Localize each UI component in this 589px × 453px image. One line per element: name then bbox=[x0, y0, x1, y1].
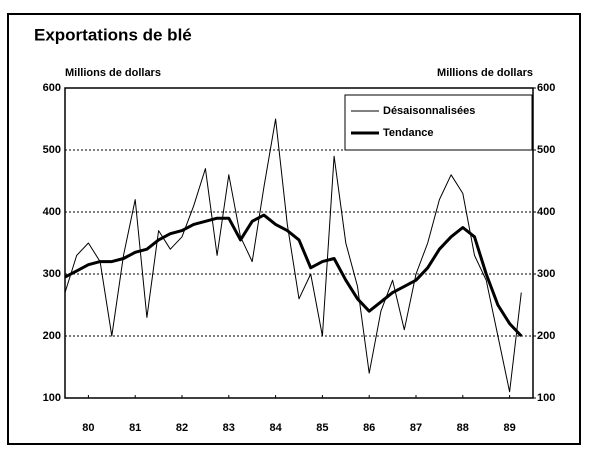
y-tick-label: 600 bbox=[43, 82, 61, 94]
x-tick-label: 87 bbox=[410, 422, 422, 434]
y2-tick-label: 200 bbox=[537, 330, 555, 342]
series-line bbox=[64, 118, 522, 393]
y-tick-label: 500 bbox=[43, 144, 61, 156]
legend-label: Désaisonnalisées bbox=[383, 105, 475, 117]
x-tick-label: 82 bbox=[176, 422, 188, 434]
x-tick-label: 81 bbox=[129, 422, 141, 434]
x-tick-label: 86 bbox=[363, 422, 375, 434]
y2-tick-label: 400 bbox=[537, 206, 555, 218]
x-tick-label: 85 bbox=[316, 422, 328, 434]
y2-tick-label: 600 bbox=[537, 82, 555, 94]
legend-box bbox=[344, 94, 533, 151]
y2-axis-label: Millions de dollars bbox=[437, 67, 533, 79]
y2-tick-label: 500 bbox=[537, 144, 555, 156]
y2-tick-label: 300 bbox=[537, 268, 555, 280]
legend-label: Tendance bbox=[383, 127, 434, 139]
x-tick-label: 80 bbox=[82, 422, 94, 434]
y-tick-label: 200 bbox=[43, 330, 61, 342]
y2-tick-label: 100 bbox=[537, 392, 555, 404]
x-tick-label: 83 bbox=[223, 422, 235, 434]
x-tick-label: 88 bbox=[457, 422, 469, 434]
x-tick-label: 84 bbox=[269, 422, 282, 434]
y-tick-label: 300 bbox=[43, 268, 61, 280]
chart-title: Exportations de blé bbox=[34, 25, 192, 44]
y-tick-label: 100 bbox=[43, 392, 61, 404]
frame bbox=[7, 13, 581, 445]
x-tick-label: 89 bbox=[503, 422, 515, 434]
y-axis-label: Millions de dollars bbox=[65, 67, 161, 79]
series-line bbox=[64, 213, 523, 338]
y-tick-label: 400 bbox=[43, 206, 61, 218]
